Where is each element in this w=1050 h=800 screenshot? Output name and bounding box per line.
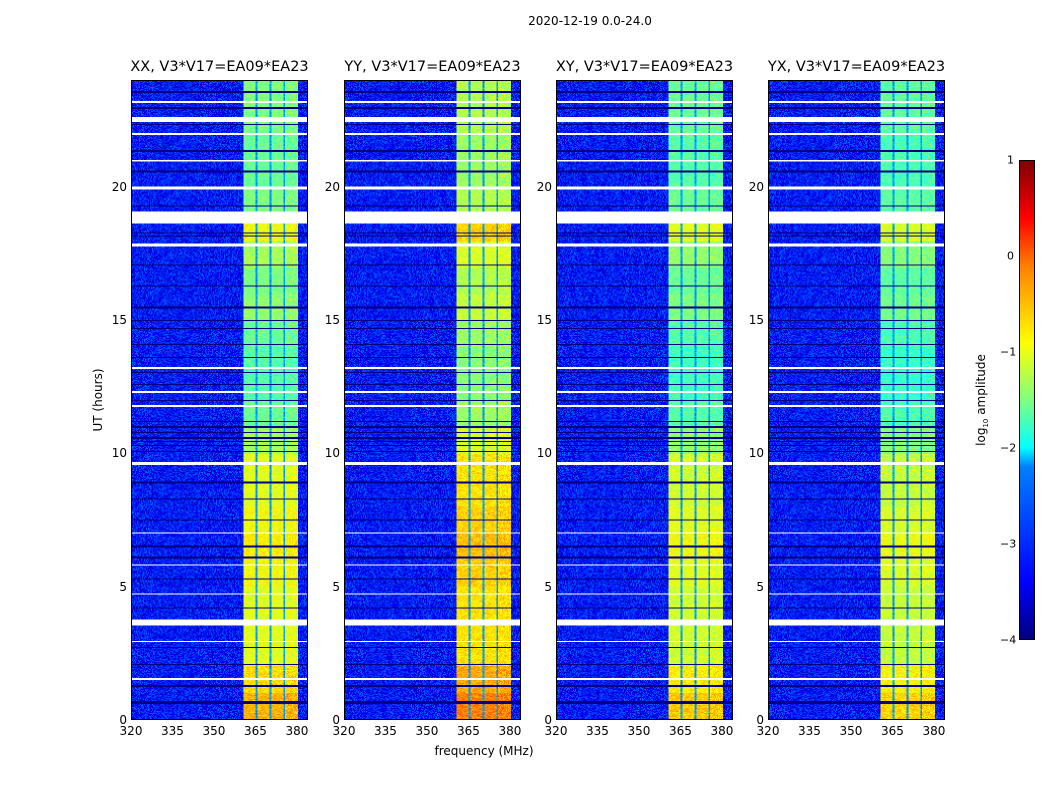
y-tick-label: 20 xyxy=(536,179,552,194)
spectrogram-image xyxy=(345,81,520,719)
x-tick-label: 335 xyxy=(798,724,821,738)
y-tick-label: 15 xyxy=(324,313,340,327)
y-tick-label: 5 xyxy=(119,579,127,594)
y-tick-label: 5 xyxy=(332,579,340,594)
x-tick-label: 380 xyxy=(922,724,946,738)
x-tick-label: 365 xyxy=(669,724,692,738)
y-tick-label: 15 xyxy=(748,313,764,327)
y-tick-label: 0 xyxy=(756,713,764,727)
x-tick-label: 380 xyxy=(498,724,522,738)
colorbar xyxy=(1019,160,1035,640)
x-tick-label: 320 xyxy=(119,724,143,738)
y-axis-label: UT (hours) xyxy=(91,368,105,432)
y-tick-label: 15 xyxy=(111,313,127,327)
y-tick-label: 0 xyxy=(544,713,552,727)
y-tick-label: 20 xyxy=(324,179,340,194)
x-tick-label: 350 xyxy=(627,724,651,738)
colorbar-tick-label: −4 xyxy=(1000,633,1017,647)
y-tick-label: 10 xyxy=(748,446,764,461)
colorbar-tick-label: 0 xyxy=(1007,249,1014,263)
spectrogram-panel xyxy=(768,80,945,720)
panel-title: XX, V3*V17=EA09*EA23 xyxy=(130,59,309,75)
x-tick-label: 380 xyxy=(285,724,309,738)
x-tick-label: 380 xyxy=(710,724,734,738)
spectrogram-image xyxy=(132,81,307,719)
spectrogram-panel xyxy=(131,80,308,720)
x-tick-label: 320 xyxy=(332,724,356,738)
x-tick-label: 335 xyxy=(161,724,184,738)
y-tick-label: 10 xyxy=(324,446,340,461)
x-axis-label: frequency (MHz) xyxy=(434,744,534,758)
x-tick-label: 320 xyxy=(756,724,780,738)
x-tick-label: 320 xyxy=(544,724,568,738)
colorbar-tick-label: 1 xyxy=(1007,153,1014,167)
figure-title: 2020-12-19 0.0-24.0 xyxy=(528,14,652,28)
spectrogram-image xyxy=(557,81,732,719)
colorbar-tick-label: −3 xyxy=(1000,537,1017,551)
spectrogram-panel xyxy=(344,80,521,720)
y-tick-label: 10 xyxy=(536,446,552,461)
y-tick-label: 20 xyxy=(111,179,127,194)
x-tick-label: 365 xyxy=(244,724,267,738)
x-tick-label: 350 xyxy=(415,724,439,738)
x-tick-label: 365 xyxy=(881,724,904,738)
y-tick-label: 15 xyxy=(536,313,552,327)
spectrogram-panel xyxy=(556,80,733,720)
colorbar-label: log10 amplitude xyxy=(973,354,991,446)
x-tick-label: 335 xyxy=(374,724,397,738)
colorbar-tick-label: −2 xyxy=(1000,441,1017,455)
y-tick-label: 0 xyxy=(119,713,127,727)
colorbar-tick-label: −1 xyxy=(1000,345,1017,359)
y-tick-label: 0 xyxy=(332,713,340,727)
y-tick-label: 20 xyxy=(748,179,764,194)
x-tick-label: 350 xyxy=(202,724,226,738)
x-tick-label: 350 xyxy=(839,724,863,738)
panel-title: XY, V3*V17=EA09*EA23 xyxy=(555,59,734,75)
y-tick-label: 5 xyxy=(756,579,764,594)
y-tick-label: 5 xyxy=(544,579,552,594)
panel-title: YX, V3*V17=EA09*EA23 xyxy=(767,59,946,75)
x-tick-label: 335 xyxy=(586,724,609,738)
y-tick-label: 10 xyxy=(111,446,127,461)
spectrogram-image xyxy=(769,81,944,719)
panel-title: YY, V3*V17=EA09*EA23 xyxy=(344,59,521,75)
x-tick-label: 365 xyxy=(457,724,480,738)
